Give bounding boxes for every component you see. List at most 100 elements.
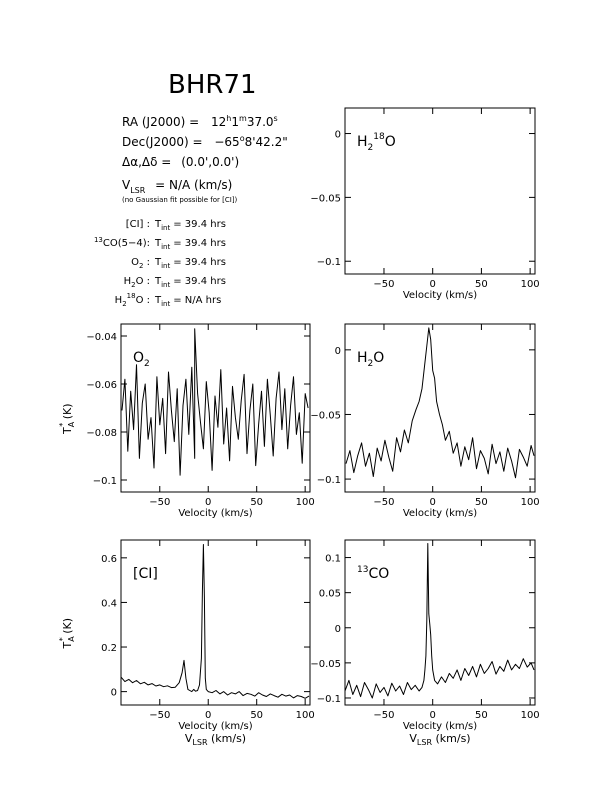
integration-h218o: H218O : [115, 292, 150, 308]
y-axis-label: TA* (K) [58, 618, 76, 650]
dec-degrees: −65 [214, 135, 239, 149]
integration-ci: [CI] : [126, 219, 150, 230]
x-tick-label: 100 [521, 710, 540, 721]
panel-ci: −50 0 50 100 0 0.2 0.4 0.6 Velocity (km/s)VLSR (… [58, 539, 315, 747]
integration-o2: O2 : [131, 257, 150, 270]
ra-line: RA (J2000) = 12h1m37.0s [122, 114, 278, 129]
y-tick-label: −0.1 [317, 694, 341, 705]
panel-label: [CI] [133, 566, 158, 582]
x-tick-label: 50 [250, 710, 263, 721]
x-axis-label-vlsr: VLSR (km/s) [185, 732, 246, 747]
x-axis-label-vlsr: VLSR (km/s) [409, 732, 470, 747]
x-tick-label: 50 [475, 497, 488, 508]
y-tick-label: −0.05 [310, 410, 341, 421]
offset-value: (0.0',0.0') [181, 155, 239, 169]
dec-arcmin-arcsec: 8'42.2" [245, 135, 288, 149]
panel-label: H218O [357, 132, 396, 153]
y-tick-label: −0.1 [93, 476, 117, 487]
spectrum-line [121, 328, 309, 476]
x-tick-label: 50 [250, 497, 263, 508]
y-tick-label: 0.1 [325, 554, 341, 565]
y-tick-label: 0 [335, 346, 341, 357]
integration-ci-time: Tint = 39.4 hrs [154, 219, 226, 232]
x-tick-label: 50 [475, 710, 488, 721]
y-tick-label: 0 [111, 688, 117, 699]
spectrum-line [344, 543, 535, 699]
x-axis-label: Velocity (km/s) [403, 508, 477, 519]
x-tick-label: 0 [205, 710, 211, 721]
ra-minutes: 1 [231, 115, 239, 129]
x-tick-label: 100 [521, 497, 540, 508]
vlsr-line: VLSR = N/A (km/s) [122, 178, 232, 196]
x-axis-label: Velocity (km/s) [178, 508, 252, 519]
plot-frame [120, 539, 311, 706]
x-axis-label: Velocity (km/s) [403, 290, 477, 301]
dec-line: Dec(J2000) = −65o8'42.2" [122, 134, 288, 149]
vlsr-symbol: V [122, 178, 131, 192]
integration-o2-time: Tint = 39.4 hrs [154, 257, 226, 270]
plot-frame [344, 539, 536, 706]
y-tick-label: 0 [335, 130, 341, 141]
vlsr-value: = N/A (km/s) [155, 178, 232, 192]
y-tick-label: −0.1 [317, 475, 341, 486]
ra-label: RA (J2000) = [122, 115, 199, 129]
ra-seconds: 37.0 [247, 115, 274, 129]
y-tick-label: 0 [335, 624, 341, 635]
integration-h218o-time: Tint = N/A hrs [154, 295, 221, 308]
ra-hours: 12 [211, 115, 226, 129]
offset-line: Δα,Δδ = (0.0',0.0') [122, 155, 239, 169]
x-tick-label: 0 [430, 497, 436, 508]
y-axis-label: TA* (K) [58, 403, 76, 435]
y-tick-label: −0.06 [86, 380, 117, 391]
y-tick-label: 0.2 [101, 643, 117, 654]
panel-13co: −50 0 50 100 −0.1 −0.05 0 0.05 0.1 Velocity (km/s… [310, 539, 540, 747]
y-tick-label: 0.6 [101, 554, 117, 565]
observation-header: RA (J2000) = 12h1m37.0s Dec(J2000) = −65… [94, 114, 288, 308]
plot-frame [120, 323, 311, 493]
panel-label: 13CO [357, 565, 389, 582]
y-tick-label: −0.08 [86, 428, 117, 439]
integration-13co-time: Tint = 39.4 hrs [154, 238, 226, 251]
spectrum-line [345, 327, 535, 479]
dec-label: Dec(J2000) = [122, 135, 203, 149]
x-tick-label: 0 [430, 710, 436, 721]
x-tick-label: 0 [430, 279, 436, 290]
y-tick-label: 0.05 [319, 589, 341, 600]
x-tick-label: 100 [296, 710, 315, 721]
panel-label: O2 [133, 350, 150, 369]
vlsr-subscript: LSR [130, 186, 146, 195]
x-axis-label: Velocity (km/s) [403, 721, 477, 732]
plot-frame [344, 107, 536, 275]
y-tick-label: −0.05 [310, 193, 341, 204]
figure-title: BHR71 [168, 70, 257, 100]
integration-13co: 13CO(5−4): [94, 236, 150, 249]
offset-label: Δα,Δδ = [122, 155, 171, 169]
y-tick-label: −0.1 [317, 257, 341, 268]
x-tick-label: −50 [373, 497, 394, 508]
ra-seconds-unit: s [274, 114, 278, 123]
integration-h2o-time: Tint = 39.4 hrs [154, 276, 226, 289]
x-tick-label: −50 [149, 497, 170, 508]
dec-degrees-unit: o [240, 134, 245, 143]
y-tick-label: 0.4 [101, 598, 117, 609]
x-axis-label: Velocity (km/s) [178, 721, 252, 732]
y-tick-label: −0.05 [310, 659, 341, 670]
x-tick-label: 100 [296, 497, 315, 508]
ra-hours-unit: h [226, 114, 231, 123]
x-tick-label: 50 [475, 279, 488, 290]
spectrum-line [120, 544, 310, 699]
x-tick-label: −50 [373, 279, 394, 290]
plot-frame [344, 323, 536, 493]
panel-o2: −50 0 50 100 −0.1 −0.08 −0.06 −0.04 Velocity (km… [58, 323, 315, 519]
x-tick-label: 0 [205, 497, 211, 508]
ra-minutes-unit: m [239, 114, 247, 123]
integration-h2o: H2O : [124, 276, 150, 289]
x-tick-label: −50 [373, 710, 394, 721]
integration-times: [CI] : Tint = 39.4 hrs 13CO(5−4): Tint = 3… [94, 219, 226, 308]
fit-note: (no Gaussian fit possible for [CI]) [122, 196, 238, 204]
y-tick-label: −0.04 [86, 332, 117, 343]
